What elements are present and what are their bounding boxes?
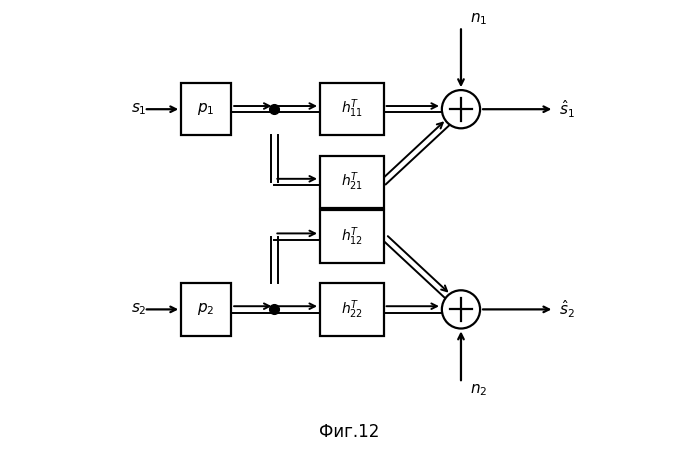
Text: Фиг.12: Фиг.12 xyxy=(319,423,380,441)
Bar xyxy=(181,283,231,336)
Text: $h_{22}^T$: $h_{22}^T$ xyxy=(340,298,363,321)
Text: $h_{11}^T$: $h_{11}^T$ xyxy=(340,98,363,121)
Circle shape xyxy=(442,90,480,128)
Text: $s_1$: $s_1$ xyxy=(131,101,147,117)
Bar xyxy=(320,83,384,136)
Text: $h_{21}^T$: $h_{21}^T$ xyxy=(340,171,363,193)
Text: $n_2$: $n_2$ xyxy=(470,382,487,398)
Bar xyxy=(320,283,384,336)
Text: $\hat{s}_1$: $\hat{s}_1$ xyxy=(559,98,575,120)
Bar xyxy=(181,83,231,136)
Text: $p_1$: $p_1$ xyxy=(197,101,215,117)
Text: $h_{12}^T$: $h_{12}^T$ xyxy=(340,225,363,248)
Bar xyxy=(320,156,384,208)
Text: $p_2$: $p_2$ xyxy=(198,301,215,318)
Circle shape xyxy=(442,290,480,329)
Text: $s_2$: $s_2$ xyxy=(131,302,147,317)
Text: $\hat{s}_2$: $\hat{s}_2$ xyxy=(559,298,575,320)
Bar xyxy=(320,210,384,263)
Text: $n_1$: $n_1$ xyxy=(470,12,487,27)
